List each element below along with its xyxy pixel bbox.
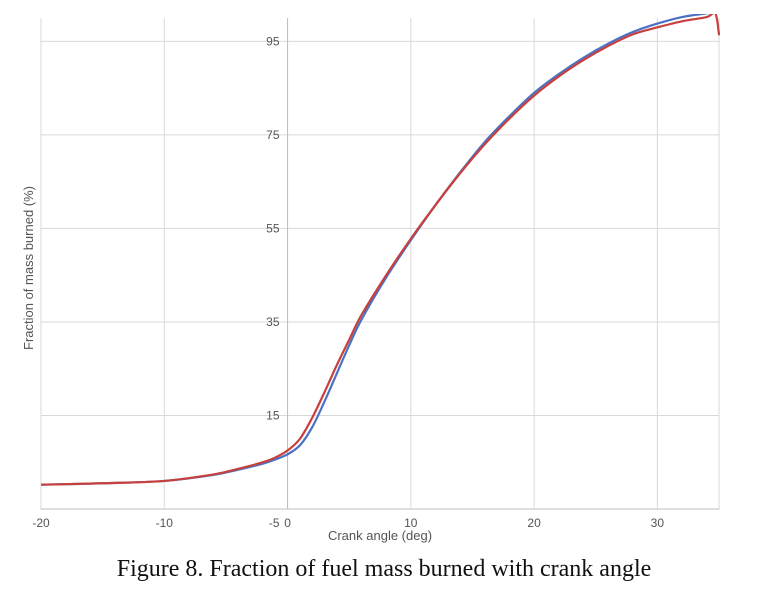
y-axis-title: Fraction of mass burned (%) xyxy=(21,186,36,350)
y-tick-label: 75 xyxy=(266,128,280,142)
x-tick-label: 20 xyxy=(527,516,541,530)
y-tick-label: -5 xyxy=(269,516,280,530)
y-tick-label: 35 xyxy=(266,315,280,329)
x-tick-label: -10 xyxy=(156,516,174,530)
figure-caption: Figure 8. Fraction of fuel mass burned w… xyxy=(116,556,652,582)
series-line-2 xyxy=(41,14,721,486)
series-line-1 xyxy=(41,14,711,486)
chart: -20 -10 0 10 20 30 -5 15 35 55 75 95 Crank angle (d… xyxy=(21,14,721,543)
tick-labels: -20 -10 0 10 20 30 -5 15 35 55 75 95 xyxy=(32,34,664,530)
x-tick-label: -20 xyxy=(32,516,50,530)
series-layer xyxy=(41,14,721,486)
grid xyxy=(40,18,720,510)
x-axis-title: Crank angle (deg) xyxy=(328,528,432,543)
x-tick-label: 30 xyxy=(651,516,665,530)
x-tick-label: 10 xyxy=(404,516,418,530)
axes xyxy=(41,18,719,510)
x-tick-label: 0 xyxy=(284,516,291,530)
y-tick-label: 15 xyxy=(266,408,280,422)
y-tick-label: 55 xyxy=(266,221,280,235)
y-tick-label: 95 xyxy=(266,34,280,48)
